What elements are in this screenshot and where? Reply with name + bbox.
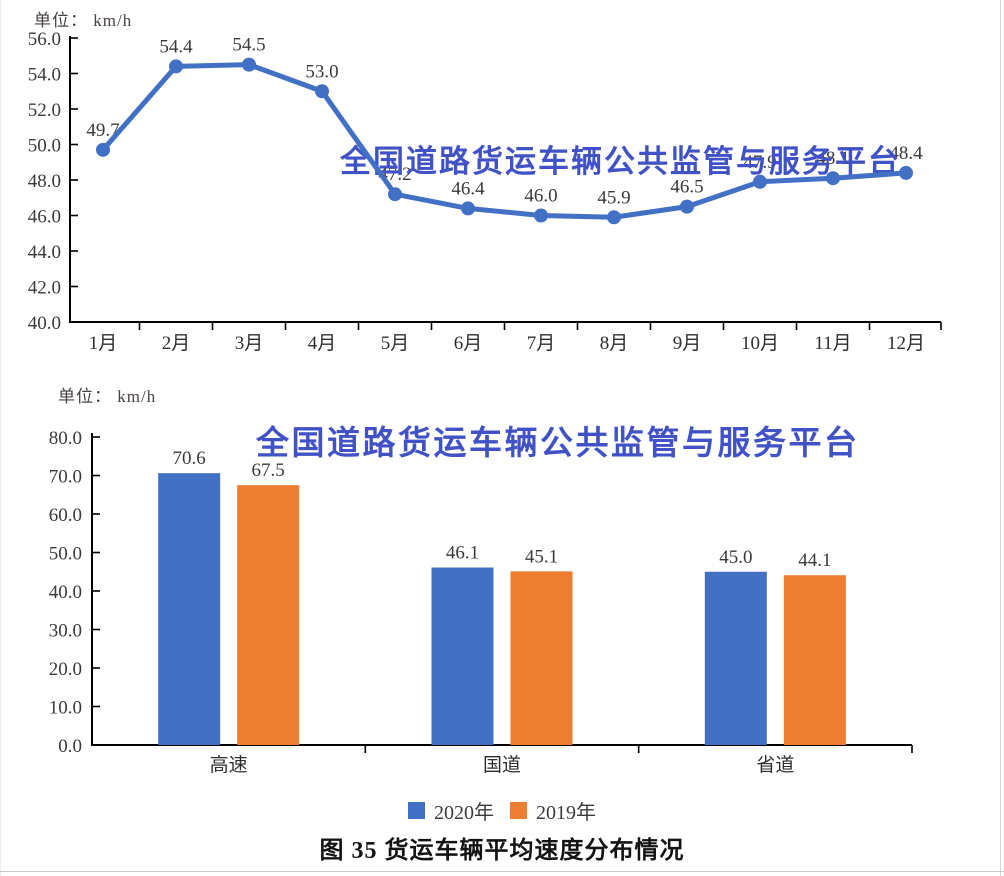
x-axis-month-label: 8月 [600, 333, 629, 354]
y-axis-tick-label: 56.0 [28, 29, 61, 50]
legend-label: 2019年 [536, 802, 596, 824]
line-chart-section: 单位： km/h 40.0 42.0 44.0 46.0 48.0 50.0 52.0 54.… [0, 0, 1004, 370]
x-axis-month-label: 1月 [89, 333, 118, 354]
y-axis-tick-label: 40.0 [49, 582, 82, 603]
data-value-label: 46.1 [446, 543, 479, 564]
x-axis-month-label: 2月 [162, 333, 191, 354]
x-axis-month-label: 7月 [527, 333, 556, 354]
caption-section: 图 35 货运车辆平均速度分布情况 [0, 790, 1004, 876]
bar-2019年 [783, 575, 846, 745]
watermark-text: 全国道路货运车辆公共监管与服务平台 [340, 144, 901, 179]
legend-swatch [510, 802, 527, 819]
bar-2019年 [237, 485, 300, 745]
chart-legend: 2020年 2019年 [0, 796, 1004, 825]
x-axis-category-label: 高速 [210, 754, 248, 776]
line-chart-unit-label: 单位： km/h [34, 11, 133, 30]
data-value-label: 46.4 [451, 178, 485, 199]
data-value-label: 46.0 [524, 186, 557, 207]
x-axis-month-label: 4月 [308, 333, 337, 354]
data-value-label: 49.7 [86, 120, 119, 141]
x-axis-month-label: 3月 [235, 333, 264, 354]
legend-item-2019: 2019年 [510, 796, 596, 825]
y-axis-tick-label: 50.0 [28, 136, 61, 157]
data-value-label: 67.5 [252, 460, 285, 481]
y-axis-tick-label: 50.0 [49, 544, 82, 565]
y-axis-tick-label: 48.0 [28, 171, 61, 192]
y-axis-tick-label: 80.0 [49, 428, 82, 449]
data-value-label: 53.0 [305, 61, 338, 82]
y-axis-tick-label: 40.0 [28, 313, 61, 334]
page-border-bottom [0, 871, 1004, 872]
x-axis-month-label: 5月 [381, 333, 410, 354]
bar-chart-section: 单位： km/h 0.0 10.0 20.0 30.0 40.0 50.0 60.0 70.0… [0, 370, 1004, 824]
legend-swatch [408, 802, 425, 819]
y-axis-tick-label: 10.0 [49, 698, 82, 719]
page-border-left [0, 0, 1, 876]
x-axis-month-label: 9月 [673, 333, 702, 354]
data-value-label: 45.0 [719, 547, 752, 568]
legend-label: 2020年 [434, 802, 494, 824]
line-chart-svg: 40.0 42.0 44.0 46.0 48.0 50.0 52.0 54.0 56.0 1月 2月… [28, 29, 942, 354]
legend-item-2020: 2020年 [408, 796, 494, 825]
x-axis-month-label: 12月 [887, 333, 925, 354]
y-axis-tick-label: 20.0 [49, 659, 82, 680]
data-value-label: 45.9 [597, 187, 630, 208]
watermark-text: 全国道路货运车辆公共监管与服务平台 [256, 424, 860, 461]
y-axis-tick-label: 46.0 [28, 207, 61, 228]
data-value-label: 70.6 [173, 448, 206, 469]
data-value-label: 54.5 [232, 35, 265, 56]
bar-2020年 [431, 567, 494, 745]
bar-chart-svg: 0.0 10.0 20.0 30.0 40.0 50.0 60.0 70.0 80.0 高速 70.… [49, 428, 913, 776]
bar-2020年 [158, 473, 221, 745]
y-axis-tick-label: 60.0 [49, 505, 82, 526]
y-axis-tick-label: 0.0 [58, 736, 82, 757]
x-axis-category-label: 国道 [483, 754, 521, 776]
x-axis-month-label: 10月 [741, 333, 779, 354]
x-axis-category-label: 省道 [756, 754, 794, 776]
y-axis-tick-label: 30.0 [49, 621, 82, 642]
data-value-label: 54.4 [159, 36, 193, 57]
figure-caption: 图 35 货运车辆平均速度分布情况 [319, 838, 685, 864]
bar-chart-unit-label: 单位： km/h [58, 387, 157, 406]
bar-2020年 [704, 571, 767, 745]
y-axis-tick-label: 54.0 [28, 65, 61, 86]
data-value-label: 45.1 [525, 546, 558, 567]
x-axis-month-label: 11月 [814, 333, 851, 354]
y-axis-tick-label: 42.0 [28, 278, 61, 299]
bar-2019年 [510, 571, 573, 745]
data-value-label: 44.1 [798, 550, 831, 571]
y-axis-tick-label: 70.0 [49, 467, 82, 488]
y-axis-tick-label: 52.0 [28, 100, 61, 121]
y-axis-tick-label: 44.0 [28, 242, 61, 263]
x-axis-month-label: 6月 [454, 333, 483, 354]
page-border-right [1000, 0, 1001, 876]
